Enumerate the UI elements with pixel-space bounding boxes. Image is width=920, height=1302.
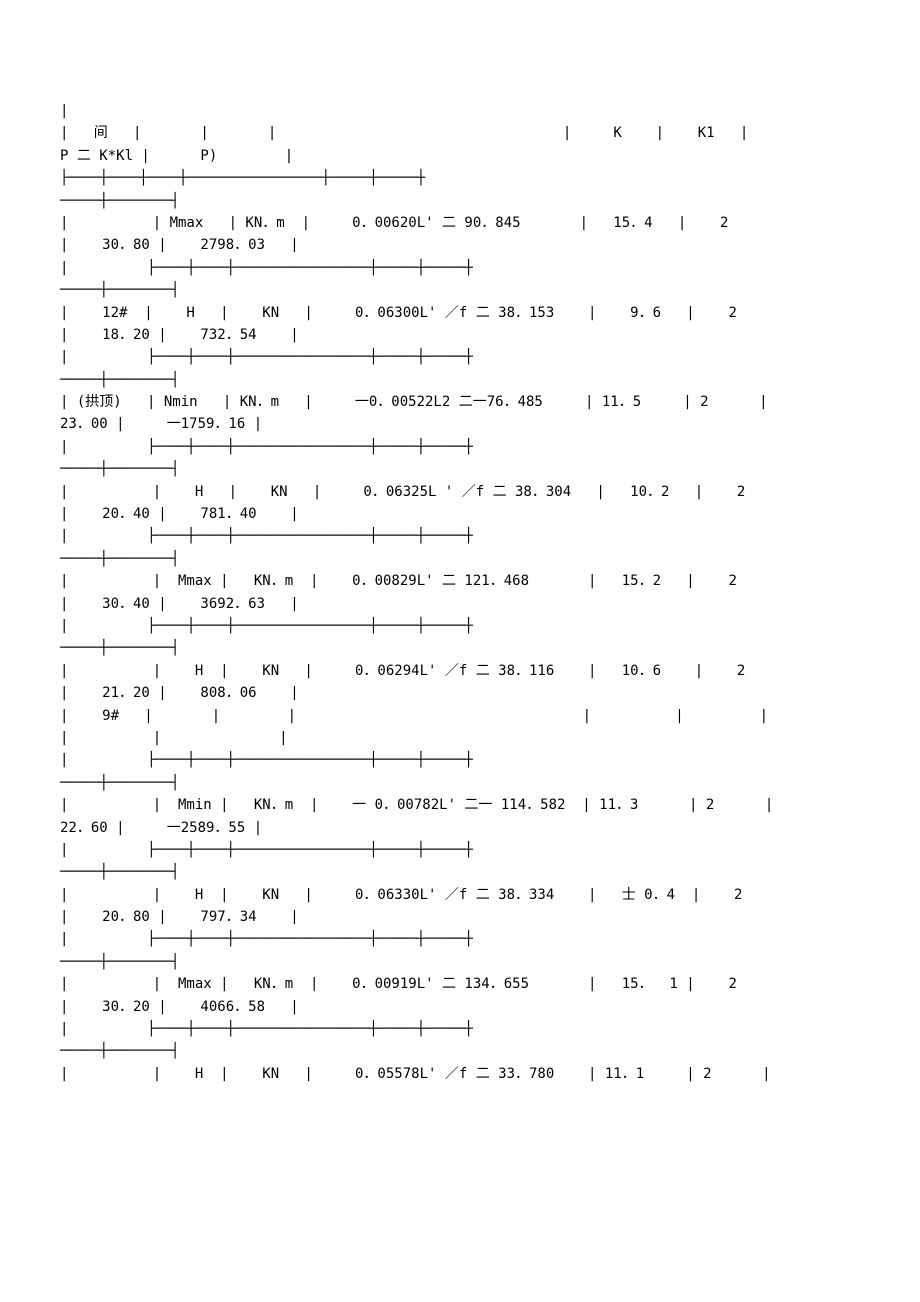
separator-mid: | ├────┼────┼─────────────────┼─────┼───… [60,615,860,637]
separator-bottom: ─────┼────────┤ [60,1040,860,1062]
table-row-data2: 23．00 | 一1759．16 | [60,413,860,435]
table-row-data2: | 30．20 | 4066．58 | [60,996,860,1018]
table-row-data: | 9# | | | | | | [60,705,860,727]
separator-mid: | ├────┼────┼─────────────────┼─────┼───… [60,257,860,279]
separator-bottom: ─────┼────────┤ [60,190,860,212]
header-line-1: | [60,100,860,122]
separator-bottom: ─────┼────────┤ [60,951,860,973]
header-line-2: | 间 | | | | K | K1 | [60,122,860,144]
separator-bottom: ─────┼────────┤ [60,279,860,301]
separator-bottom: ─────┼────────┤ [60,369,860,391]
table-row-data: | (拱顶) | Nmin | KN．m | 一0．00522L2 二一76．4… [60,391,860,413]
separator-mid: | ├────┼────┼─────────────────┼─────┼───… [60,839,860,861]
table-row-data2: | | | [60,727,860,749]
table-row-data: | 12# | H | KN | 0．06300L' ／f 二 38．153 |… [60,302,860,324]
table-row-data: | | Mmax | KN．m | 0．00620L' 二 90．845 | 1… [60,212,860,234]
table-row-data2: | 21．20 | 808．06 | [60,682,860,704]
table-row-data2: 22．60 | 一2589．55 | [60,817,860,839]
table-row-data: | | H | KN | 0．06330L' ／f 二 38．334 | 士 0… [60,884,860,906]
table-row-data: | | Mmax | KN．m | 0．00919L' 二 134．655 | … [60,973,860,995]
table-row-data2: | 20．40 | 781．40 | [60,503,860,525]
separator-mid: | ├────┼────┼─────────────────┼─────┼───… [60,525,860,547]
table-row-data2: | 30．80 | 2798．03 | [60,234,860,256]
separator-bottom: ─────┼────────┤ [60,861,860,883]
table-row-data: | | H | KN | 0．06325L ' ／f 二 38．304 | 10… [60,481,860,503]
separator-bottom: ─────┼────────┤ [60,772,860,794]
table-row-data2: | 30．40 | 3692．63 | [60,593,860,615]
separator-top: ├────┼────┼────┼─────────────────┼─────┼… [60,167,860,189]
table-row-data2: | 20．80 | 797．34 | [60,906,860,928]
table-row-data: | | Mmin | KN．m | 一 0．00782L' 二一 114．582… [60,794,860,816]
header-line-3: P 二 K*Kl | P) | [60,145,860,167]
table-row-data: | | H | KN | 0．05578L' ／f 二 33．780 | 11．… [60,1063,860,1085]
separator-mid: | ├────┼────┼─────────────────┼─────┼───… [60,436,860,458]
separator-bottom: ─────┼────────┤ [60,548,860,570]
separator-mid: | ├────┼────┼─────────────────┼─────┼───… [60,928,860,950]
separator-mid: | ├────┼────┼─────────────────┼─────┼───… [60,1018,860,1040]
separator-mid: | ├────┼────┼─────────────────┼─────┼───… [60,749,860,771]
separator-mid: | ├────┼────┼─────────────────┼─────┼───… [60,346,860,368]
table-row-data: | | H | KN | 0．06294L' ／f 二 38．116 | 10．… [60,660,860,682]
table-row-data2: | 18．20 | 732．54 | [60,324,860,346]
separator-bottom: ─────┼────────┤ [60,458,860,480]
table-row-data: | | Mmax | KN．m | 0．00829L' 二 121．468 | … [60,570,860,592]
separator-bottom: ─────┼────────┤ [60,637,860,659]
